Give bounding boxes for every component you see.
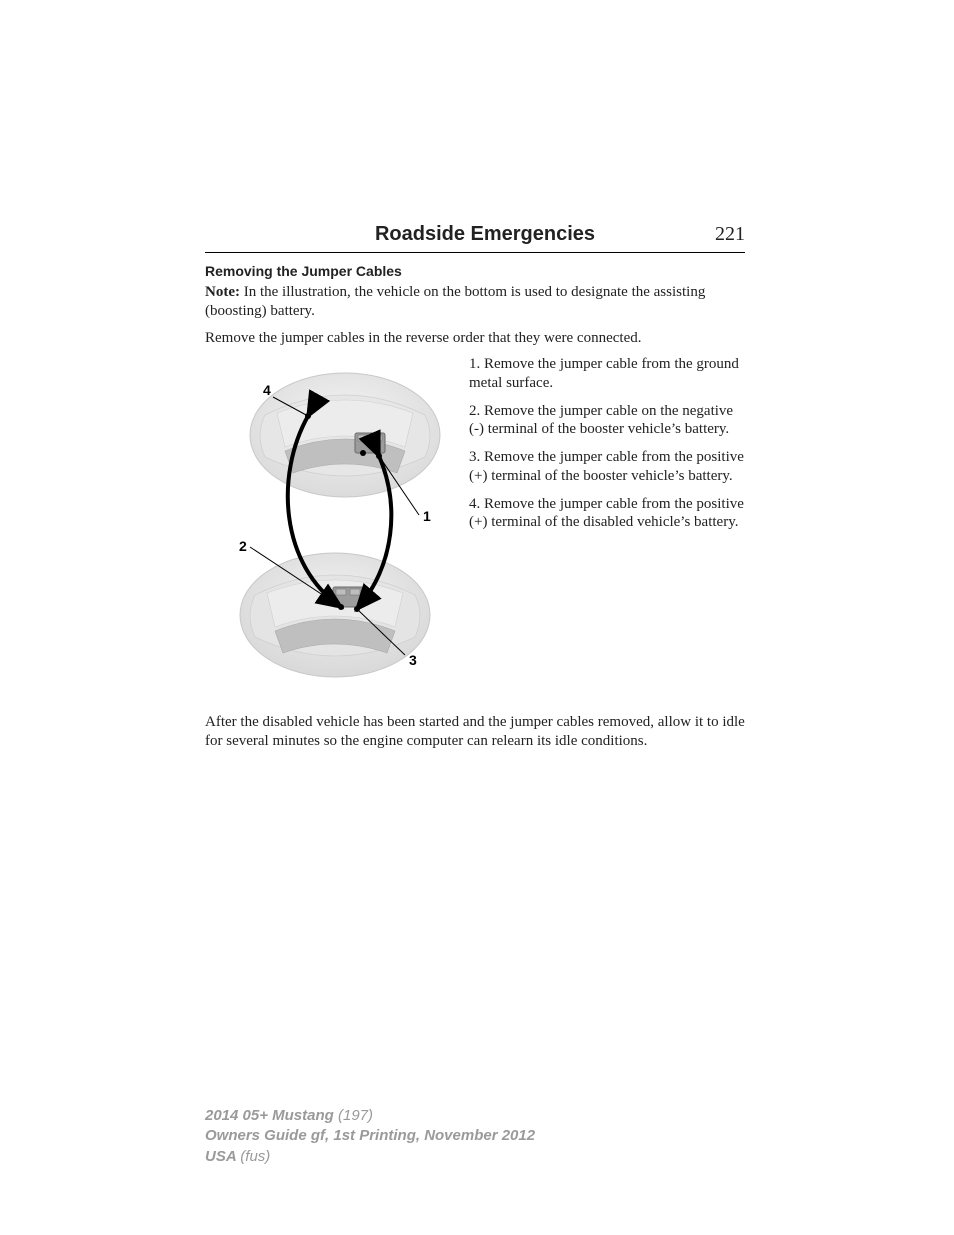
steps-column: 1. Remove the jumper cable from the grou…	[469, 355, 745, 695]
footer-line-2: Owners Guide gf, 1st Printing, November …	[205, 1126, 745, 1146]
footer-code: (197)	[338, 1107, 373, 1124]
label-4: 4	[263, 382, 271, 398]
diagram-column: 4 1 2 3	[205, 355, 455, 695]
label-1: 1	[423, 508, 431, 524]
top-car	[250, 373, 440, 497]
content-row: 4 1 2 3 1. Remove the jumper cable from …	[205, 355, 745, 695]
note-text: In the illustration, the vehicle on the …	[205, 284, 705, 319]
page-number: 221	[685, 223, 745, 246]
step-3: 3. Remove the jumper cable from the posi…	[469, 448, 745, 485]
label-2: 2	[239, 538, 247, 554]
closing-paragraph: After the disabled vehicle has been star…	[205, 713, 745, 751]
intro-paragraph: Remove the jumper cables in the reverse …	[205, 329, 745, 348]
page-content: Roadside Emergencies 221 Removing the Ju…	[205, 223, 745, 759]
label-3: 3	[409, 652, 417, 668]
jumper-cable-diagram: 4 1 2 3	[205, 355, 455, 695]
step-2: 2. Remove the jumper cable on the negati…	[469, 402, 745, 439]
step-1: 1. Remove the jumper cable from the grou…	[469, 355, 745, 392]
page-header: Roadside Emergencies 221	[205, 223, 745, 253]
note-paragraph: Note: In the illustration, the vehicle o…	[205, 283, 745, 321]
note-label: Note:	[205, 284, 240, 300]
footer-model: 2014 05+ Mustang	[205, 1107, 338, 1124]
chapter-title: Roadside Emergencies	[205, 223, 685, 246]
bottom-car	[240, 553, 430, 677]
footer-fus: (fus)	[240, 1148, 270, 1165]
footer-line-3: USA (fus)	[205, 1147, 745, 1167]
step-4: 4. Remove the jumper cable from the posi…	[469, 495, 745, 532]
section-heading: Removing the Jumper Cables	[205, 263, 745, 279]
page-footer: 2014 05+ Mustang (197) Owners Guide gf, …	[205, 1106, 745, 1167]
footer-region: USA	[205, 1148, 240, 1165]
footer-line-1: 2014 05+ Mustang (197)	[205, 1106, 745, 1126]
